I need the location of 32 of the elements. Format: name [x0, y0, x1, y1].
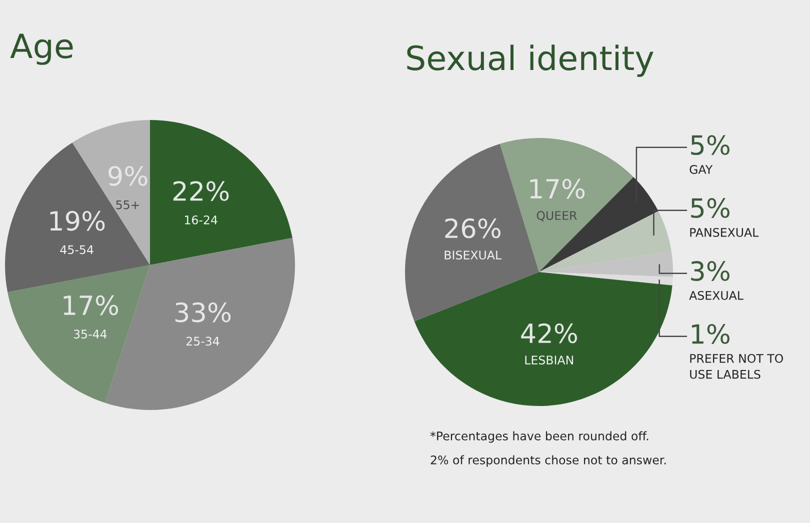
slice-label: 16-24	[184, 215, 218, 224]
pie-slice	[414, 272, 672, 406]
slice-label: LESBIAN	[525, 356, 573, 365]
data-label: 5%	[691, 135, 730, 156]
data-label: 5%	[691, 198, 730, 218]
pie-slice	[500, 138, 634, 272]
text: *Percentages have been rounded off.	[430, 431, 648, 443]
pie-slice	[8, 265, 150, 403]
data-label: 19%	[50, 210, 105, 231]
chart-title: Sexual identity	[407, 44, 654, 77]
data-label: 42%	[521, 323, 578, 344]
pie-slice	[5, 142, 150, 292]
pie-slice	[150, 120, 292, 265]
text: 2% of respondents chose not to answer.	[430, 455, 666, 467]
data-label: 22%	[173, 181, 229, 202]
slice-label: PANSEXUAL	[690, 228, 759, 237]
data-label: 1%	[692, 324, 730, 344]
slice-label: 55+	[116, 200, 139, 210]
slice-label: GAY	[690, 165, 713, 174]
slice-label: PREFER NOT TO USE LABELS	[690, 354, 783, 379]
slice-label: QUEER	[536, 211, 577, 222]
data-label: 3%	[691, 261, 730, 281]
slice-label: BISEXUAL	[444, 250, 502, 260]
slice-label: 45-54	[60, 245, 94, 254]
data-label: 26%	[445, 218, 500, 238]
data-label: 33%	[175, 302, 231, 322]
slice-label: ASEXUAL	[689, 290, 744, 300]
data-label: 17%	[64, 295, 118, 316]
slice-label: 25-34	[186, 336, 220, 346]
slice-label: 35-44	[74, 330, 107, 339]
data-label: 17%	[530, 178, 585, 199]
chart-title: Age	[10, 34, 73, 65]
